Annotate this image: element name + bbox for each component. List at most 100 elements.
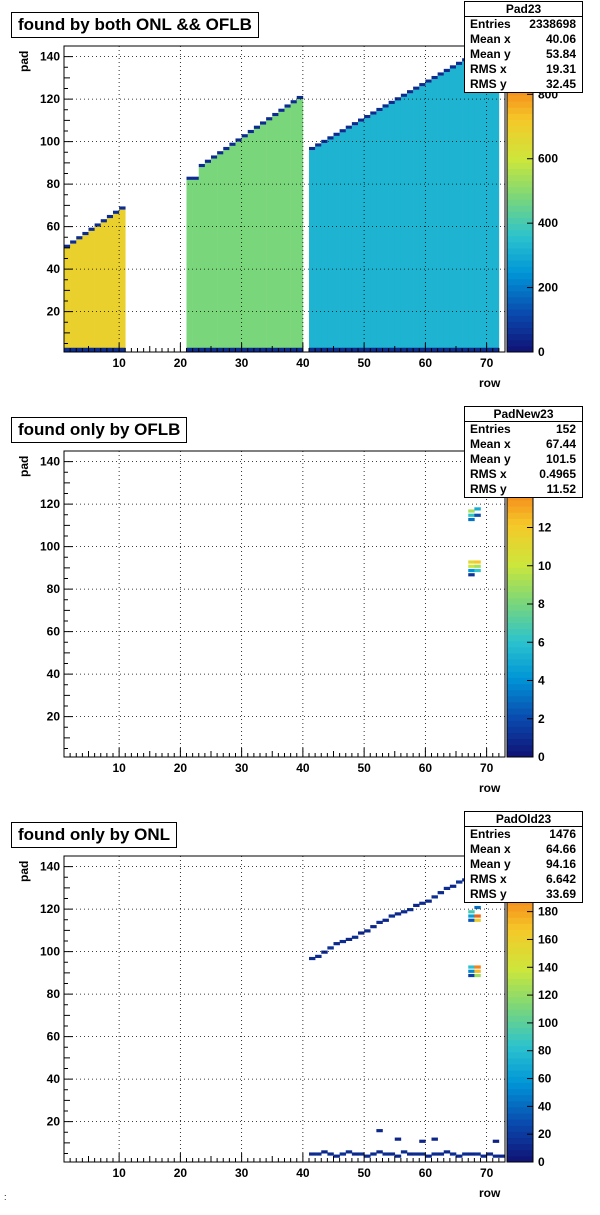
heatmap-cell [431, 1152, 438, 1156]
heatmap-column [364, 118, 371, 350]
heatmap-edge-cell [339, 347, 347, 352]
heatmap-cell [468, 1152, 475, 1156]
heatmap-edge-cell [413, 347, 420, 352]
palette-band [507, 101, 533, 108]
heatmap-cell [443, 886, 451, 890]
heatmap-column [64, 247, 71, 350]
y-tick-label: 100 [40, 135, 60, 149]
heatmap-edge-cell [192, 347, 200, 352]
heatmap-cell [327, 1152, 334, 1156]
palette-band [507, 278, 533, 286]
grid-lines [64, 46, 505, 352]
heatmap-column [425, 82, 432, 350]
palette-band [507, 714, 533, 721]
heatmap-edge-cell [431, 75, 438, 80]
heatmap-edge-cell [272, 347, 279, 352]
heatmap-edge-cell [247, 347, 255, 352]
heatmap-edge-cell [400, 347, 408, 352]
stats-value: 2338698 [529, 17, 576, 31]
heatmap-edge-cell [333, 347, 340, 352]
heatmap-plot: 10 20 30 40 50 60 70 20 40 60 80 100 120 140 0 20 40 60 80… [40, 855, 558, 1180]
palette-band [507, 1051, 533, 1059]
heatmap-cell [474, 914, 481, 918]
axes [63, 45, 506, 353]
z-tick-label: 6 [538, 635, 545, 649]
x-tick-label: 70 [480, 761, 494, 775]
x-tick-label: 60 [419, 1166, 433, 1180]
y-tick-label: 120 [40, 902, 60, 916]
x-tick-label: 10 [112, 356, 126, 370]
palette-band [507, 960, 533, 967]
palette-band [507, 119, 533, 127]
heatmap-cell [419, 1152, 426, 1156]
heatmap-edge-cell [315, 143, 322, 147]
x-tick-label: 40 [296, 356, 310, 370]
heatmap-column [400, 96, 408, 350]
palette-band [507, 530, 533, 538]
heatmap-column [296, 99, 304, 350]
stats-row: Entries 1476 [465, 827, 582, 842]
palette-band [507, 1064, 533, 1071]
palette-band [507, 192, 533, 200]
heatmap-cell [425, 1154, 432, 1158]
z-tick-label: 2 [538, 712, 545, 726]
palette-band [507, 1039, 533, 1047]
x-tick-label: 70 [480, 356, 494, 370]
heatmap-column [309, 150, 316, 350]
x-tick-label: 50 [357, 356, 371, 370]
y-tick-label: 140 [40, 860, 60, 874]
heatmap-column [113, 213, 120, 350]
z-tick-label: 140 [538, 960, 558, 974]
palette-band [507, 1033, 533, 1041]
palette-band [507, 996, 533, 1004]
heatmap-column [351, 125, 359, 350]
palette-band [507, 1076, 533, 1083]
heatmap-edge-cell [235, 347, 242, 352]
stats-row: Mean y 101.5 [465, 452, 582, 467]
palette-band [507, 923, 533, 930]
heatmap-edge-cell [443, 68, 451, 73]
panel-both: found by both ONL && OFLB Pad23 Entries 2… [0, 0, 600, 405]
x-tick-label: 10 [112, 761, 126, 775]
x-tick-label: 30 [235, 761, 249, 775]
heatmap-cell [437, 891, 445, 895]
palette-band [507, 610, 533, 617]
heatmap-edge-cell [351, 122, 359, 126]
heatmap-column [327, 139, 334, 350]
palette-band [507, 229, 533, 237]
color-palette: 02468101214 [506, 450, 552, 764]
heatmap-cell [474, 965, 481, 969]
stats-row: Entries 152 [465, 422, 582, 437]
heatmap-column [468, 57, 475, 350]
stats-value: 11.52 [546, 482, 576, 496]
heatmap-edge-cell [278, 108, 285, 112]
heatmap-column [486, 47, 494, 350]
palette-band [507, 917, 533, 924]
palette-band [507, 235, 533, 243]
heatmap-edge-cell [351, 347, 359, 352]
heatmap-cell [474, 560, 481, 564]
heatmap-column [370, 114, 377, 350]
heatmap-edge-cell [449, 347, 457, 352]
heatmap-edge-cell [100, 347, 108, 352]
heatmap-edge-cell [204, 347, 212, 352]
heatmap-cell [413, 903, 420, 907]
palette-band [507, 327, 533, 335]
y-tick-label: 120 [40, 497, 60, 511]
palette-band [507, 107, 533, 114]
y-tick-label: 100 [40, 945, 60, 959]
palette-band [507, 744, 533, 752]
y-tick-label: 20 [47, 305, 61, 319]
heatmap-cell [474, 918, 481, 922]
heatmap-edge-cell [456, 347, 463, 352]
heatmap-cell [309, 956, 316, 961]
stray-mark: : [4, 1192, 7, 1202]
heatmap-cell [449, 1152, 457, 1156]
heatmap-edge-cell [278, 347, 285, 352]
stats-label: Mean y [470, 857, 511, 871]
palette-band [507, 929, 533, 937]
heatmap-cell [492, 1139, 500, 1143]
palette-band [507, 738, 533, 746]
stats-label: Mean x [470, 32, 511, 46]
heatmap-edge-cell [82, 231, 89, 236]
